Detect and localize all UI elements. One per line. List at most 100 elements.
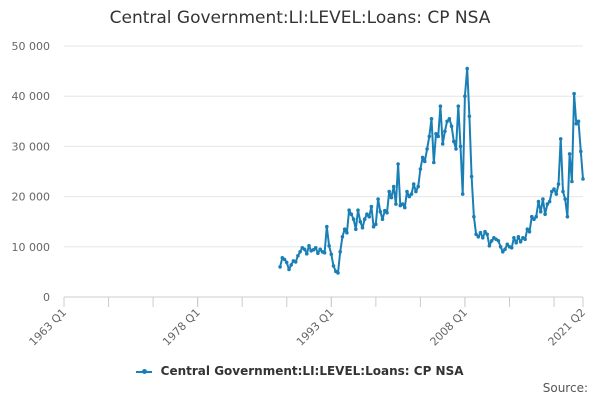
data-point[interactable] bbox=[565, 214, 570, 219]
data-point[interactable] bbox=[483, 229, 487, 234]
data-point[interactable] bbox=[287, 267, 291, 272]
data-point[interactable] bbox=[438, 104, 443, 108]
data-point[interactable] bbox=[362, 217, 367, 221]
data-point[interactable] bbox=[347, 208, 351, 212]
data-point[interactable] bbox=[305, 252, 309, 256]
data-point[interactable] bbox=[340, 235, 345, 239]
data-point[interactable] bbox=[489, 239, 494, 243]
data-point[interactable] bbox=[394, 202, 398, 206]
data-point[interactable] bbox=[538, 209, 543, 214]
data-point[interactable] bbox=[543, 212, 547, 216]
data-point[interactable] bbox=[316, 251, 320, 256]
data-point[interactable] bbox=[423, 159, 427, 164]
data-point[interactable] bbox=[545, 202, 550, 206]
data-point[interactable] bbox=[325, 224, 329, 229]
data-point[interactable] bbox=[561, 189, 565, 194]
data-point[interactable] bbox=[485, 232, 490, 237]
data-point[interactable] bbox=[581, 177, 585, 181]
data-point[interactable] bbox=[536, 199, 541, 204]
data-point[interactable] bbox=[371, 224, 376, 229]
data-point[interactable] bbox=[579, 149, 583, 154]
data-point[interactable] bbox=[574, 122, 579, 126]
data-point[interactable] bbox=[396, 162, 400, 166]
data-point[interactable] bbox=[518, 240, 523, 244]
data-point[interactable] bbox=[345, 230, 349, 235]
data-point[interactable] bbox=[418, 167, 423, 171]
data-point[interactable] bbox=[501, 250, 505, 254]
data-point[interactable] bbox=[556, 182, 561, 186]
data-point[interactable] bbox=[414, 189, 418, 194]
data-point[interactable] bbox=[365, 212, 369, 216]
data-point[interactable] bbox=[432, 160, 436, 165]
data-point[interactable] bbox=[427, 134, 432, 139]
data-point[interactable] bbox=[478, 230, 483, 235]
data-point[interactable] bbox=[449, 124, 454, 129]
data-point[interactable] bbox=[532, 217, 536, 221]
data-point[interactable] bbox=[405, 189, 409, 194]
data-point[interactable] bbox=[447, 117, 452, 121]
data-point[interactable] bbox=[452, 139, 456, 144]
data-point[interactable] bbox=[550, 189, 554, 194]
data-point[interactable] bbox=[425, 147, 429, 151]
data-point[interactable] bbox=[458, 144, 463, 149]
data-point[interactable] bbox=[380, 217, 385, 221]
data-point[interactable] bbox=[327, 244, 331, 248]
data-point[interactable] bbox=[465, 66, 470, 71]
data-point[interactable] bbox=[336, 271, 340, 275]
data-point[interactable] bbox=[360, 225, 365, 230]
data-point[interactable] bbox=[389, 195, 394, 200]
data-point[interactable] bbox=[420, 155, 425, 160]
data-point[interactable] bbox=[296, 254, 300, 258]
data-point[interactable] bbox=[476, 235, 481, 239]
data-point[interactable] bbox=[403, 205, 407, 210]
data-point[interactable] bbox=[416, 184, 421, 189]
data-point[interactable] bbox=[496, 239, 501, 243]
data-point[interactable] bbox=[527, 229, 532, 234]
data-point[interactable] bbox=[282, 257, 287, 262]
data-point[interactable] bbox=[298, 250, 302, 254]
data-point[interactable] bbox=[541, 197, 545, 201]
data-point[interactable] bbox=[387, 189, 392, 194]
data-point[interactable] bbox=[342, 227, 347, 231]
data-point[interactable] bbox=[498, 245, 503, 249]
data-point[interactable] bbox=[307, 244, 311, 248]
data-point[interactable] bbox=[434, 132, 438, 136]
data-point[interactable] bbox=[525, 227, 530, 231]
data-point[interactable] bbox=[503, 247, 507, 252]
data-point[interactable] bbox=[358, 219, 363, 224]
data-point[interactable] bbox=[516, 235, 521, 239]
data-point[interactable] bbox=[369, 204, 374, 209]
data-point[interactable] bbox=[411, 182, 416, 186]
data-point[interactable] bbox=[463, 94, 467, 98]
data-point[interactable] bbox=[552, 187, 556, 191]
data-point[interactable] bbox=[329, 252, 334, 257]
data-point[interactable] bbox=[354, 227, 358, 231]
data-point[interactable] bbox=[302, 247, 307, 252]
data-point[interactable] bbox=[391, 184, 396, 189]
data-point[interactable] bbox=[400, 202, 405, 206]
data-point[interactable] bbox=[467, 114, 472, 119]
data-point[interactable] bbox=[530, 214, 534, 219]
data-point[interactable] bbox=[378, 209, 383, 214]
data-point[interactable] bbox=[487, 244, 492, 248]
data-point[interactable] bbox=[349, 212, 354, 216]
data-point[interactable] bbox=[572, 91, 576, 96]
data-point[interactable] bbox=[322, 251, 327, 255]
data-point[interactable] bbox=[563, 197, 567, 201]
data-point[interactable] bbox=[436, 134, 441, 139]
data-point[interactable] bbox=[534, 214, 538, 219]
data-point[interactable] bbox=[472, 214, 476, 219]
data-point[interactable] bbox=[407, 194, 412, 199]
data-point[interactable] bbox=[289, 263, 294, 267]
data-point[interactable] bbox=[356, 208, 360, 212]
data-point[interactable] bbox=[460, 192, 465, 196]
data-point[interactable] bbox=[554, 192, 559, 196]
data-point[interactable] bbox=[338, 250, 343, 254]
data-point[interactable] bbox=[567, 152, 572, 156]
data-point[interactable] bbox=[429, 117, 434, 121]
data-point[interactable] bbox=[293, 260, 298, 264]
data-point[interactable] bbox=[512, 236, 516, 240]
data-point[interactable] bbox=[385, 210, 389, 215]
data-point[interactable] bbox=[409, 192, 414, 196]
data-point[interactable] bbox=[481, 236, 485, 240]
